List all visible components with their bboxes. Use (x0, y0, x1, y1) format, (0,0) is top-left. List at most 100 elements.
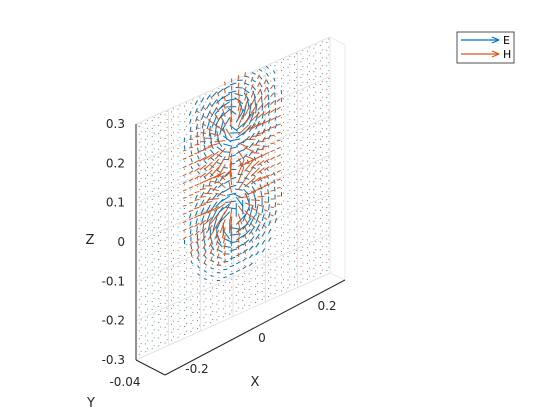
field-dot-e (177, 305, 179, 307)
field-dot-e (184, 215, 185, 217)
field-arrow-h (188, 186, 194, 189)
field-arrow-h (250, 104, 258, 114)
field-dot-e (319, 178, 321, 180)
field-dot-e (145, 288, 147, 290)
field-dot-e (293, 190, 295, 192)
field-arrow-e (255, 214, 260, 224)
field-arrow-e (209, 149, 215, 155)
field-dot-h (250, 262, 252, 264)
field-dot-e (209, 290, 211, 292)
field-dot-e (274, 269, 276, 271)
field-dot-e (306, 105, 308, 107)
field-dot-e (151, 222, 153, 224)
field-arrow-h (276, 115, 281, 118)
field-arrow-h (276, 98, 281, 103)
field-arrow-e (235, 86, 243, 89)
field-dot-h (153, 282, 155, 284)
field-dot-h (308, 118, 310, 120)
field-dot-e (164, 311, 166, 313)
field-arrow-h (237, 82, 240, 88)
field-arrow-h (216, 245, 220, 252)
field-dot-e (177, 195, 179, 197)
field-dot-e (177, 265, 179, 267)
field-dot-e (281, 70, 282, 72)
field-arrow-h (257, 96, 263, 103)
field-dot-e (313, 134, 315, 136)
field-arrow-h (270, 142, 275, 145)
field-dot-e (177, 124, 179, 126)
field-dot-e (145, 319, 147, 321)
field-arrow-e (216, 146, 223, 152)
field-arrow-e (197, 170, 200, 175)
field-dot-e (306, 192, 308, 194)
field-arrow-h (201, 123, 207, 127)
field-arrow-e (274, 107, 277, 113)
field-arrow-e (195, 210, 198, 216)
field-dot-e (164, 279, 166, 281)
field-dot-e (229, 313, 231, 315)
field-dot-e (151, 198, 153, 200)
field-arrow-e (197, 163, 200, 167)
field-arrow-h (237, 159, 245, 175)
field-dot-h (147, 159, 149, 161)
field-dot-e (313, 55, 315, 57)
field-dot-h (308, 86, 310, 88)
field-arrow-h (276, 154, 281, 158)
field-dot-h (153, 305, 155, 307)
field-arrow-h (263, 225, 267, 229)
field-dot-e (164, 169, 166, 171)
field-dot-e (158, 337, 160, 339)
field-dot-h (147, 237, 149, 239)
field-dot-e (190, 189, 192, 191)
field-dot-h (147, 167, 149, 169)
field-dot-e (158, 306, 160, 308)
z-tick-label: 0 (117, 235, 125, 249)
field-dot-h (185, 251, 187, 253)
field-arrow-e (210, 107, 218, 118)
x-axis-line (164, 279, 346, 376)
field-dot-e (138, 125, 140, 127)
field-arrow-h (209, 166, 220, 178)
field-dot-h (244, 280, 246, 282)
field-dot-e (190, 283, 192, 285)
field-arrow-h (198, 148, 207, 153)
field-dot-e (326, 120, 328, 122)
field-dot-h (302, 207, 304, 209)
field-dot-h (166, 339, 168, 341)
field-dot-e (177, 202, 179, 204)
field-arrow-h (194, 206, 200, 210)
field-arrow-e (210, 267, 214, 270)
field-dot-e (287, 216, 289, 218)
field-dot-e (293, 64, 295, 66)
field-dot-e (235, 279, 237, 281)
field-dot-h (153, 266, 155, 268)
field-dot-h (270, 261, 272, 263)
field-dot-e (293, 166, 295, 168)
field-arrow-e (203, 270, 207, 273)
field-dot-e (164, 295, 166, 297)
field-arrow-e (268, 228, 272, 234)
field-dot-e (274, 238, 276, 240)
field-arrow-e (235, 233, 246, 241)
field-arrow-e (212, 185, 218, 192)
field-arrow-h (250, 176, 262, 185)
field-arrow-h (229, 116, 233, 130)
field-arrow-e (196, 147, 200, 153)
field-dot-h (185, 314, 187, 316)
field-arrow-h (244, 234, 247, 240)
field-dot-e (164, 303, 166, 305)
field-arrow-h (199, 196, 206, 198)
field-arrow-h (276, 123, 281, 126)
field-dot-h (224, 281, 226, 283)
field-arrow-e (214, 112, 224, 126)
field-dot-h (328, 266, 330, 268)
field-arrow-h (188, 178, 194, 182)
field-dot-h (328, 243, 330, 245)
field-dot-e (306, 200, 308, 202)
field-dot-e (151, 190, 153, 192)
field-dot-h (153, 164, 155, 166)
field-arrow-h (203, 153, 213, 161)
field-arrow-h (250, 122, 262, 130)
field-dot-h (321, 112, 323, 114)
